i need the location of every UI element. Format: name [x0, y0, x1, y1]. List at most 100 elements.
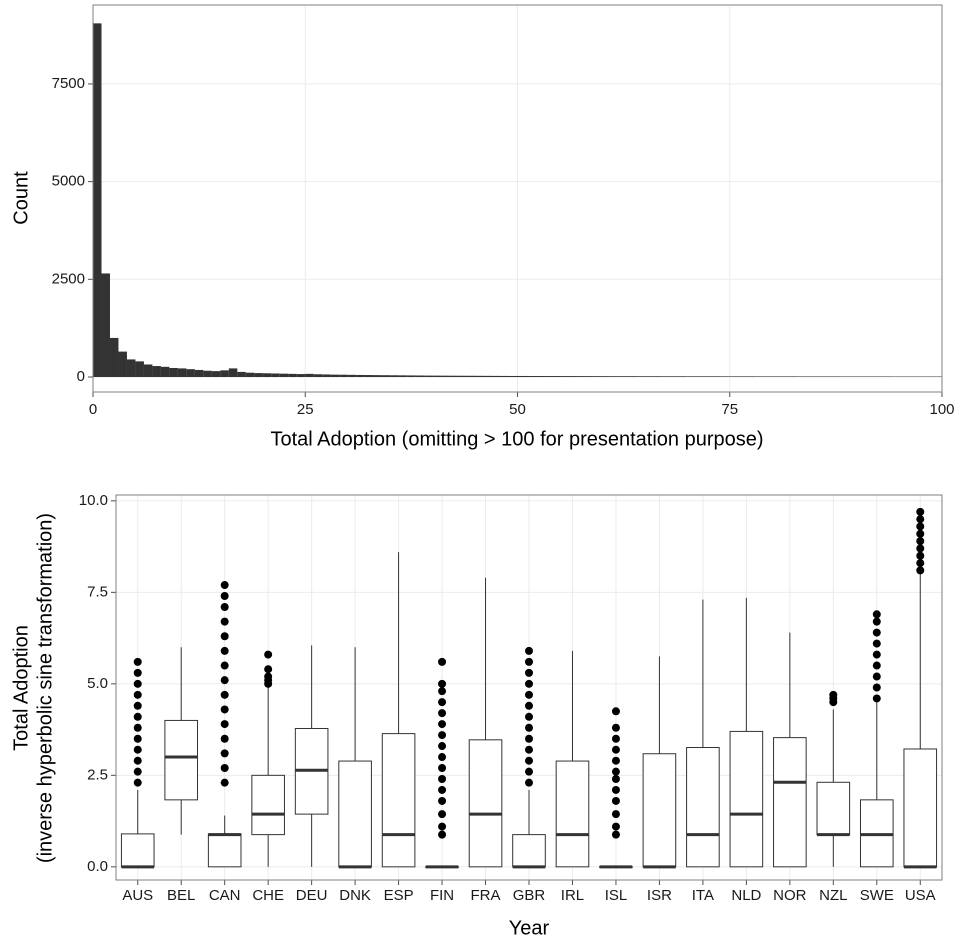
box [338, 760, 372, 868]
outlier [220, 592, 229, 601]
bar [424, 375, 433, 377]
bar [296, 374, 306, 377]
bar [492, 375, 501, 377]
x-tick-label: DEU [296, 887, 328, 904]
outlier [525, 679, 533, 688]
bar [288, 373, 297, 377]
bar [772, 376, 781, 377]
x-tick-label: BEL [167, 887, 195, 904]
outlier [525, 701, 533, 710]
outlier [916, 551, 925, 560]
outlier [438, 796, 447, 805]
x-axis-title: Year [509, 917, 550, 939]
outlier [133, 756, 142, 765]
bar [475, 375, 484, 377]
outlier [611, 785, 620, 794]
outlier [872, 610, 881, 619]
y-tick-label: 10.0 [79, 492, 108, 509]
bar [152, 366, 161, 377]
outlier [916, 544, 925, 553]
outlier [220, 705, 229, 714]
bar [347, 374, 357, 377]
outlier [525, 657, 533, 666]
x-tick-label: NZL [819, 887, 847, 904]
bar [449, 375, 459, 377]
outlier [438, 830, 447, 839]
bar [194, 369, 204, 377]
bar [322, 374, 331, 377]
bar [203, 370, 212, 377]
y-tick-label: 2.5 [87, 766, 108, 783]
outlier [438, 698, 447, 707]
x-tick-label: NLD [731, 887, 761, 904]
bar [483, 375, 493, 377]
box [903, 748, 938, 868]
outlier [438, 785, 447, 794]
bar [364, 375, 374, 377]
x-tick-label: ISL [605, 887, 628, 904]
outlier [438, 753, 447, 762]
bar [330, 374, 340, 377]
outlier [872, 628, 881, 637]
bar [466, 375, 476, 377]
y-tick-label: 2500 [52, 270, 85, 287]
outlier [133, 767, 142, 776]
bar [398, 375, 408, 377]
x-tick-label: FIN [430, 887, 454, 904]
outlier [916, 515, 925, 524]
outlier [438, 687, 447, 696]
y-axis-title: (inverse hyperbolic sine transformation) [34, 513, 56, 863]
x-tick-label: 25 [297, 401, 314, 418]
bar [797, 376, 807, 377]
outlier [611, 796, 620, 805]
outlier [611, 774, 620, 783]
bar [602, 376, 611, 377]
outlier [220, 646, 229, 655]
outlier [133, 712, 142, 721]
outlier [220, 690, 229, 699]
bar [245, 372, 255, 377]
y-axis-title: Count [10, 171, 32, 225]
bar [254, 373, 263, 377]
outlier [525, 723, 533, 732]
outlier [525, 756, 533, 765]
outlier [220, 734, 229, 743]
y-tick-label: 5000 [52, 173, 85, 190]
x-tick-label: SWE [860, 887, 894, 904]
bar [109, 337, 119, 377]
outlier [220, 661, 229, 670]
bar [305, 373, 314, 377]
bar [262, 373, 272, 377]
bar [126, 359, 136, 377]
outlier [916, 537, 925, 546]
box [512, 834, 546, 868]
bar [381, 375, 391, 377]
box [555, 760, 590, 868]
box [207, 833, 242, 868]
bar [177, 368, 187, 377]
bar [509, 375, 518, 377]
outlier [220, 749, 229, 758]
outlier [133, 745, 142, 754]
outlier [916, 507, 925, 516]
outlier [525, 767, 533, 776]
x-tick-label: USA [905, 887, 936, 904]
bar [874, 376, 883, 377]
y-tick-label: 7.5 [87, 583, 108, 600]
bar [865, 376, 875, 377]
bar [585, 376, 594, 377]
outlier [438, 731, 447, 740]
bar [712, 376, 722, 377]
panel-border [115, 494, 943, 881]
outlier [525, 690, 533, 699]
outlier [525, 734, 533, 743]
outlier [916, 566, 925, 575]
bar [186, 369, 195, 377]
bar [806, 376, 815, 377]
outlier [611, 767, 620, 776]
outlier [133, 778, 142, 787]
bar [857, 376, 866, 377]
box [773, 737, 807, 868]
outlier [220, 764, 229, 773]
y-axis-title: Total Adoption [10, 625, 32, 751]
